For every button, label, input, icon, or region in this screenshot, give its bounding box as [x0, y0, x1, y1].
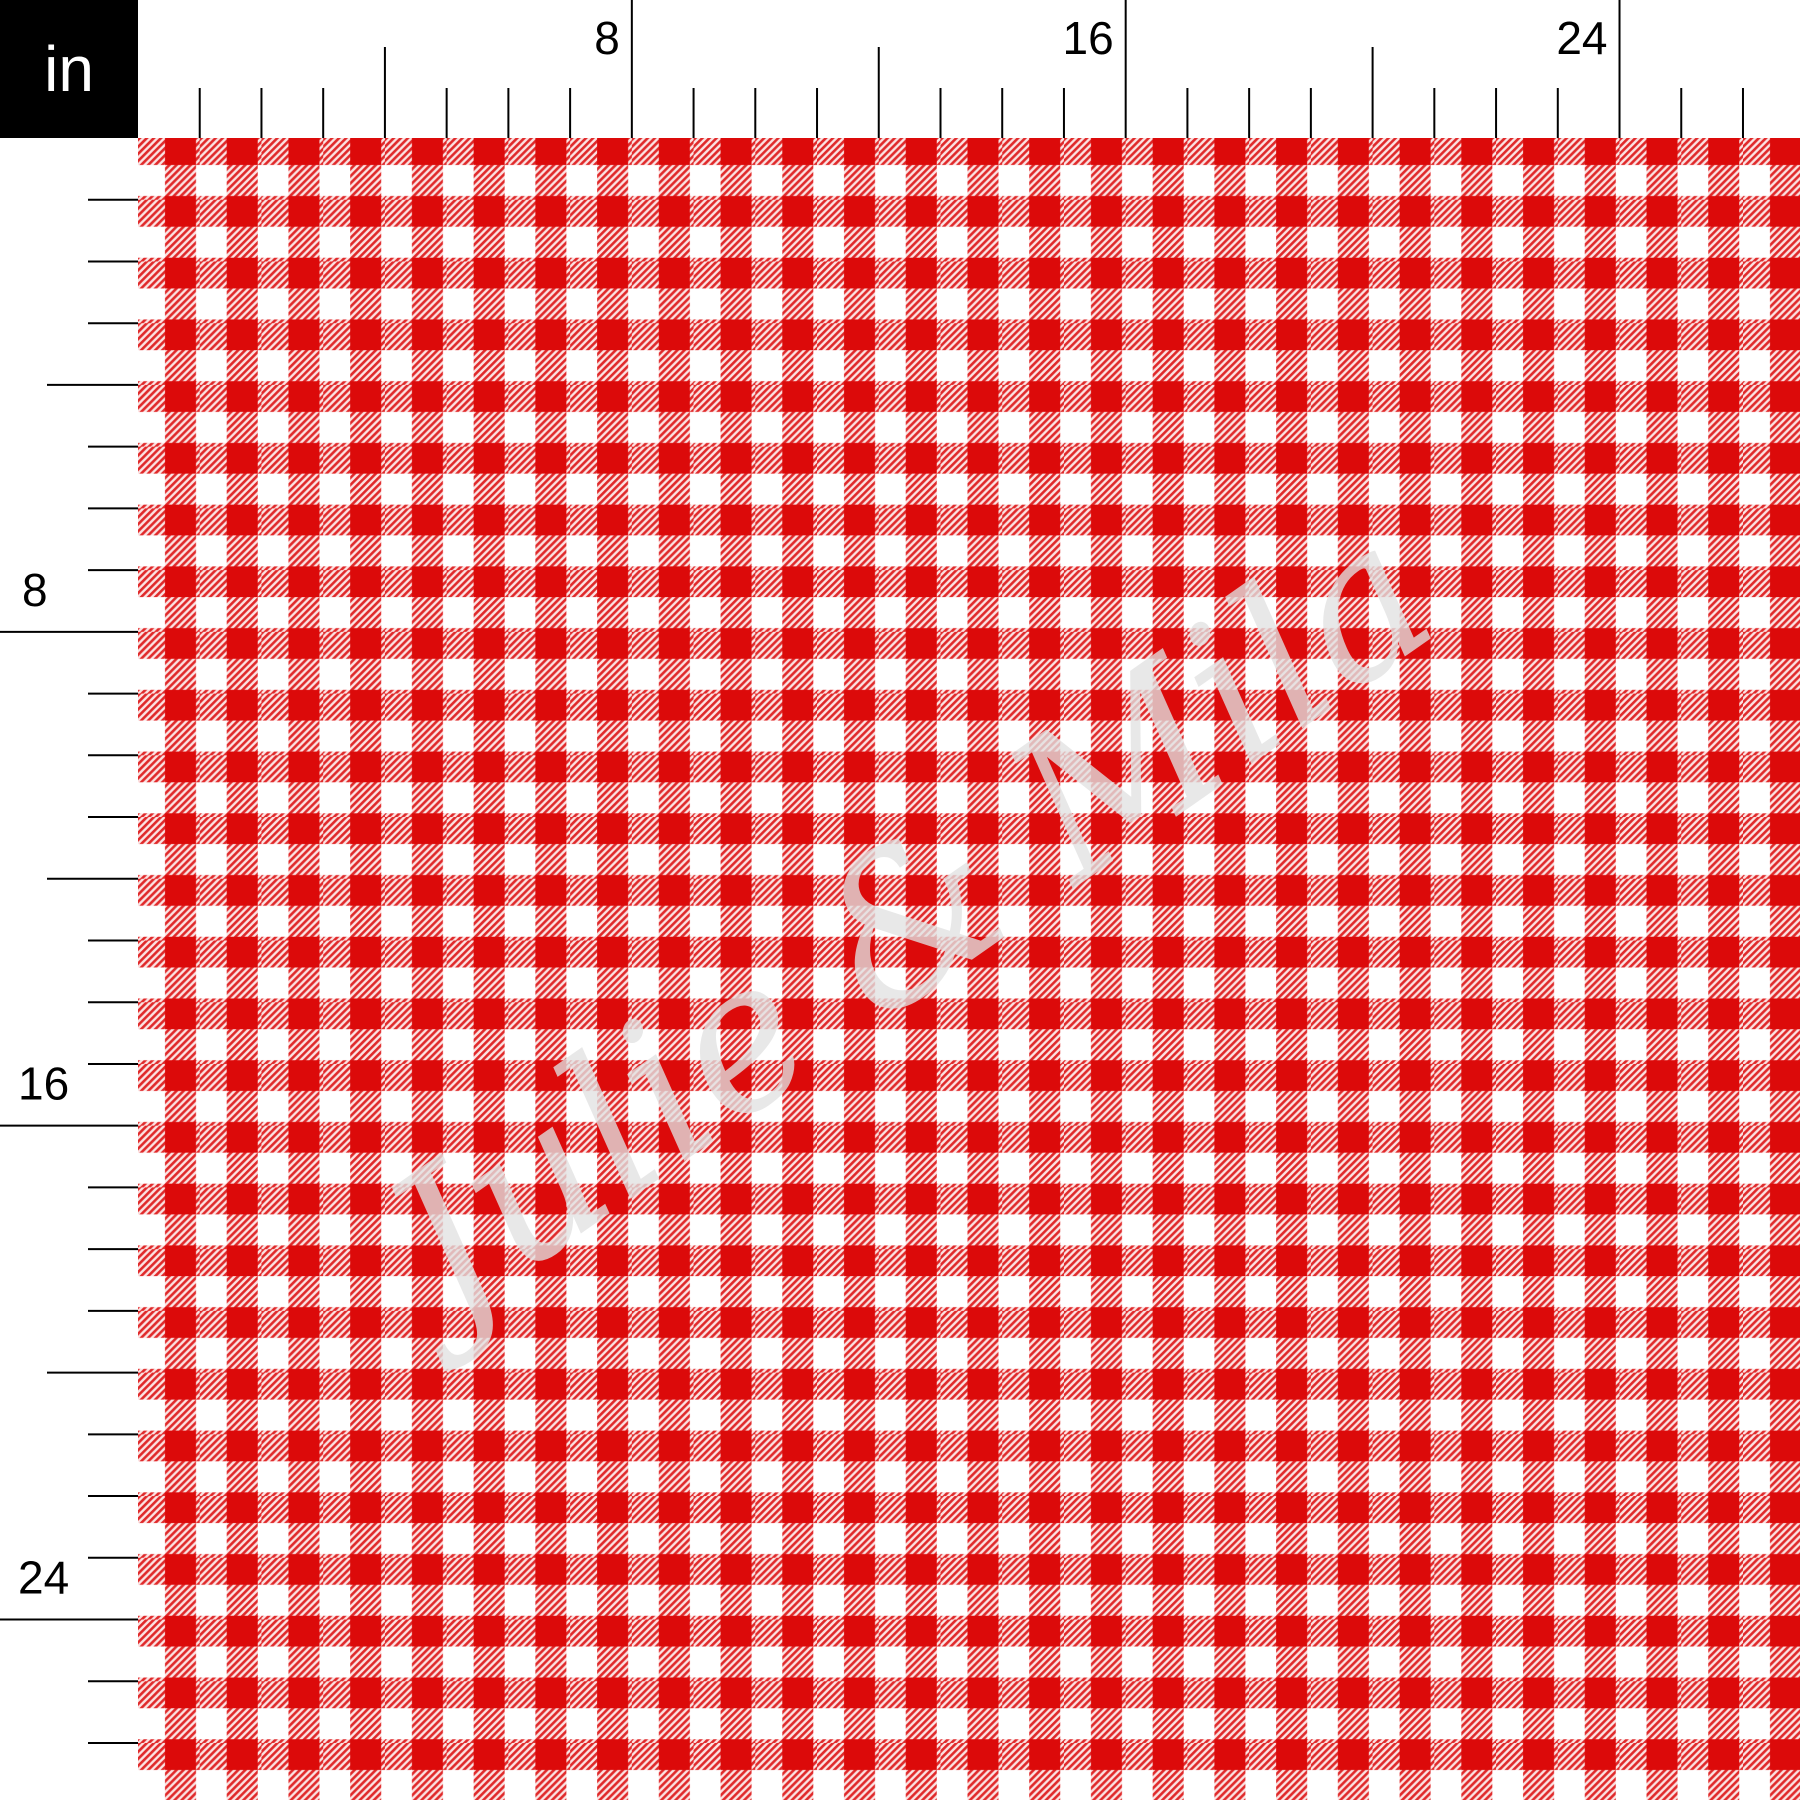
top-ruler-label: 16: [1063, 12, 1114, 64]
top-ruler-label: 8: [594, 12, 620, 64]
gingham-fabric-swatch: [138, 138, 1800, 1800]
left-ruler-label: 16: [18, 1058, 69, 1110]
left-ruler-label: 24: [18, 1552, 69, 1604]
unit-label: in: [0, 0, 138, 138]
left-ruler-label: 8: [22, 564, 48, 616]
top-ruler-label: 24: [1556, 12, 1607, 64]
